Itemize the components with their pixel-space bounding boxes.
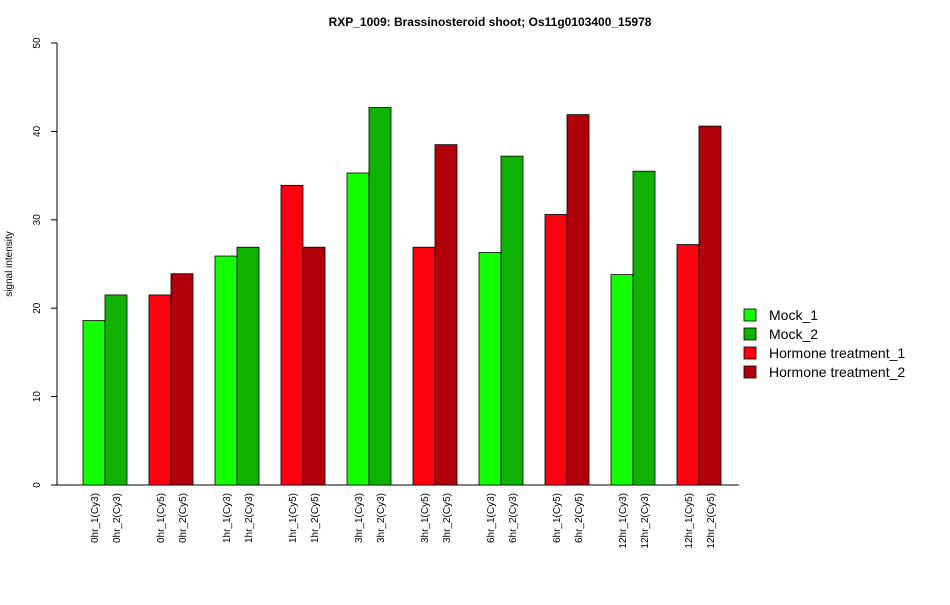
x-tick-label: 6hr_1(Cy5) <box>552 493 563 543</box>
y-tick-label: 0 <box>32 482 43 488</box>
x-tick-label: 12hr_2(Cy5) <box>706 493 717 549</box>
y-tick-label: 50 <box>32 37 43 49</box>
y-axis-label: signal intensity <box>4 231 15 297</box>
legend-label: Hormone treatment_2 <box>769 364 905 380</box>
legend-label: Mock_2 <box>769 326 818 342</box>
bar <box>214 255 238 486</box>
x-tick-label: 3hr_2(Cy5) <box>442 493 453 543</box>
bar <box>676 244 700 486</box>
legend-label: Mock_1 <box>769 307 818 323</box>
legend: Mock_1 Mock_2 Hormone treatment_1 Hormone t… <box>743 307 905 380</box>
x-tick-label: 0hr_1(Cy5) <box>156 493 167 543</box>
legend-swatch <box>743 346 757 360</box>
legend-label: Hormone treatment_1 <box>769 345 905 361</box>
bar <box>610 274 634 486</box>
x-tick-label: 0hr_1(Cy3) <box>90 493 101 543</box>
y-tick-label: 20 <box>32 302 43 314</box>
bar <box>698 125 722 486</box>
bar <box>236 246 260 486</box>
x-tick-label: 1hr_2(Cy5) <box>310 493 321 543</box>
bar <box>632 170 656 486</box>
bar <box>500 155 524 486</box>
bar <box>280 184 304 486</box>
legend-swatch <box>743 327 757 341</box>
bar <box>434 144 458 486</box>
bar <box>368 107 392 486</box>
bar <box>170 273 194 486</box>
x-tick-label: 6hr_1(Cy3) <box>486 493 497 543</box>
x-tick-label: 3hr_2(Cy3) <box>376 493 387 543</box>
x-tick-label: 12hr_2(Cy3) <box>640 493 651 549</box>
x-tick-label: 1hr_1(Cy3) <box>222 493 233 543</box>
legend-swatch <box>743 365 757 379</box>
x-tick-label: 3hr_1(Cy5) <box>420 493 431 543</box>
x-tick-label: 12hr_1(Cy5) <box>684 493 695 549</box>
y-tick-label: 30 <box>32 214 43 226</box>
bars <box>82 107 722 486</box>
bar <box>478 252 502 486</box>
x-tick-label: 1hr_2(Cy3) <box>244 493 255 543</box>
x-tick-label: 0hr_2(Cy5) <box>178 493 189 543</box>
y-tick-label: 10 <box>32 391 43 403</box>
chart-title: RXP_1009: Brassinosteroid shoot; Os11g01… <box>329 15 652 29</box>
legend-swatch <box>743 308 757 322</box>
bar <box>566 114 590 486</box>
x-tick-label: 0hr_2(Cy3) <box>112 493 123 543</box>
x-tick-label: 6hr_2(Cy3) <box>508 493 519 543</box>
y-tick-label: 40 <box>32 125 43 137</box>
x-tick-label: 12hr_1(Cy3) <box>618 493 629 549</box>
bar <box>412 246 436 486</box>
x-tick-label: 1hr_1(Cy5) <box>288 493 299 543</box>
x-axis-tick-labels: 0hr_1(Cy3) 0hr_2(Cy3) 0hr_1(Cy5) 0hr_2(Cy5)… <box>90 493 717 549</box>
bar <box>302 246 326 486</box>
y-axis-ticks: 0 10 20 30 40 50 <box>32 37 57 488</box>
x-tick-label: 3hr_1(Cy3) <box>354 493 365 543</box>
bar <box>82 320 106 486</box>
bar <box>148 294 172 486</box>
x-tick-label: 6hr_2(Cy5) <box>574 493 585 543</box>
bar <box>346 172 370 486</box>
bar <box>544 214 568 486</box>
bar <box>104 294 128 486</box>
